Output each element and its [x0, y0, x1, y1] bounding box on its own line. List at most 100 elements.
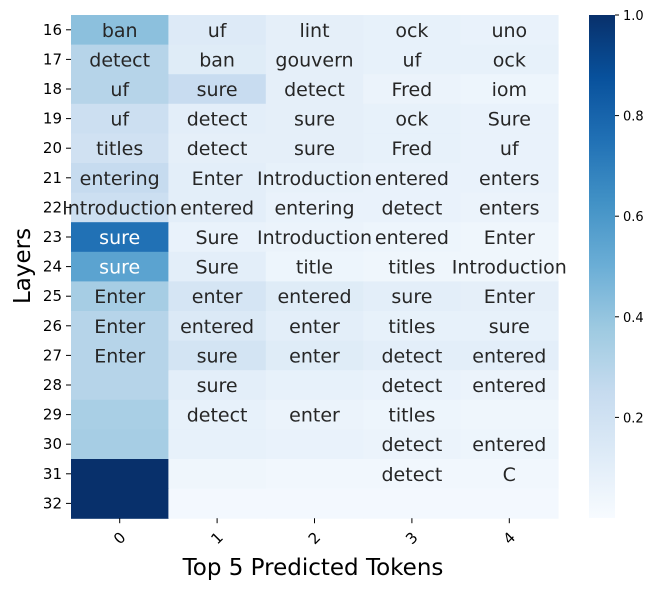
heatmap-cell: [363, 370, 462, 401]
cell-token-label: Introduction: [257, 227, 372, 249]
colorbar-tick-label: 1.0: [623, 9, 644, 24]
heatmap-cell: [460, 251, 559, 282]
cell-token-label: enters: [479, 168, 540, 190]
y-tick-label: 26: [43, 317, 62, 335]
heatmap-cell: [168, 311, 267, 342]
cell-token-label: entered: [472, 434, 546, 456]
heatmap-cell: [265, 163, 364, 194]
y-tick-label: 19: [43, 110, 62, 128]
heatmap-cell: [168, 222, 267, 253]
cell-token-label: uno: [491, 20, 527, 42]
heatmap-cell: [265, 15, 364, 46]
y-tick-label: 18: [43, 80, 62, 98]
x-tick-label: 0: [110, 528, 129, 547]
heatmap-cell: [363, 15, 462, 46]
heatmap-cell: [168, 133, 267, 164]
heatmap-cell: [71, 429, 169, 460]
cell-token-label: entered: [375, 168, 449, 190]
cell-token-label: entered: [472, 345, 546, 367]
heatmap-cell: [265, 251, 364, 282]
heatmap-cell: [71, 370, 169, 401]
heatmap-cell: [265, 44, 364, 75]
cell-token-label: Enter: [94, 316, 145, 338]
y-tick-label: 22: [43, 198, 62, 216]
heatmap-cell: [168, 370, 267, 401]
heatmap-cell: [71, 251, 169, 282]
cell-token-label: detect: [382, 345, 443, 367]
cell-token-label: sure: [489, 316, 530, 338]
cell-token-label: uf: [110, 109, 130, 131]
heatmap-cell-labels: ban uf lint ock uno detect ban gouvern uf ock uf su…: [62, 20, 567, 486]
x-tick-label: 2: [305, 528, 324, 547]
heatmap-cell: [168, 103, 267, 134]
heatmap-cell: [460, 192, 559, 223]
cell-token-label: sure: [197, 375, 238, 397]
heatmap-cell: [168, 340, 267, 371]
y-tick-label: 21: [43, 169, 62, 187]
heatmap-cell: [168, 44, 267, 75]
y-tick-label: 23: [43, 228, 62, 246]
y-tick-label: 25: [43, 287, 62, 305]
cell-token-label: entered: [180, 316, 254, 338]
y-tick-label: 28: [43, 376, 62, 394]
colorbar-tick-label: 0.2: [623, 411, 644, 426]
heatmap-cell: [460, 281, 559, 312]
x-tick-label: 1: [207, 528, 226, 547]
cell-token-label: entered: [375, 227, 449, 249]
heatmap-cell: [460, 340, 559, 371]
cell-token-label: Sure: [196, 257, 239, 279]
heatmap-cell: [363, 74, 462, 105]
heatmap-cell: [71, 459, 169, 490]
heatmap-cell: [71, 163, 169, 194]
heatmap-cell: [363, 399, 462, 430]
cell-token-label: uf: [403, 49, 423, 71]
cell-token-label: detect: [89, 49, 150, 71]
cell-token-label: title: [296, 257, 333, 279]
cell-token-label: uf: [110, 79, 130, 101]
cell-token-label: enter: [289, 316, 340, 338]
colorbar: [589, 15, 615, 518]
heatmap-cell: [71, 192, 169, 223]
cell-token-label: Enter: [484, 227, 535, 249]
cell-token-label: detect: [382, 464, 443, 486]
cell-token-label: enter: [289, 345, 340, 367]
x-axis-ticks: 0 1 2 3 4: [110, 518, 519, 548]
heatmap-cell: [460, 222, 559, 253]
cell-token-label: Fred: [392, 79, 433, 101]
cell-token-label: titles: [388, 257, 435, 279]
cell-token-label: detect: [187, 109, 248, 131]
heatmap-cell: [460, 370, 559, 401]
cell-token-label: Enter: [94, 345, 145, 367]
heatmap-cell: [168, 163, 267, 194]
heatmap-cell: [363, 488, 462, 519]
cell-token-label: enter: [192, 286, 243, 308]
heatmap-cell: [460, 44, 559, 75]
cell-token-label: Introduction: [257, 168, 372, 190]
cell-token-label: titles: [388, 316, 435, 338]
cell-token-label: entered: [472, 375, 546, 397]
heatmap-cell: [460, 15, 559, 46]
heatmap-cell: [460, 488, 559, 519]
heatmap-cell: [363, 163, 462, 194]
cell-token-label: lint: [299, 20, 329, 42]
heatmap-cell: [363, 133, 462, 164]
y-tick-label: 29: [43, 406, 62, 424]
cell-token-label: detect: [382, 197, 443, 219]
heatmap-cell: [265, 74, 364, 105]
cell-token-label: sure: [391, 286, 432, 308]
cell-token-label: uf: [500, 138, 520, 160]
cell-token-label: enter: [289, 405, 340, 427]
heatmap-cell: [168, 488, 267, 519]
heatmap-cell: [71, 222, 169, 253]
heatmap-cell: [460, 74, 559, 105]
heatmap-cell: [71, 281, 169, 312]
colorbar-ticks: 0.2 0.4 0.6 0.8 1.0: [615, 9, 644, 426]
heatmap-cell: [265, 281, 364, 312]
cell-token-label: detect: [284, 79, 345, 101]
heatmap-cell: [460, 311, 559, 342]
cell-token-label: Enter: [192, 168, 243, 190]
heatmap-cell: [168, 192, 267, 223]
heatmap-cell: [71, 133, 169, 164]
heatmap-cell: [363, 281, 462, 312]
heatmap-cell: [363, 340, 462, 371]
